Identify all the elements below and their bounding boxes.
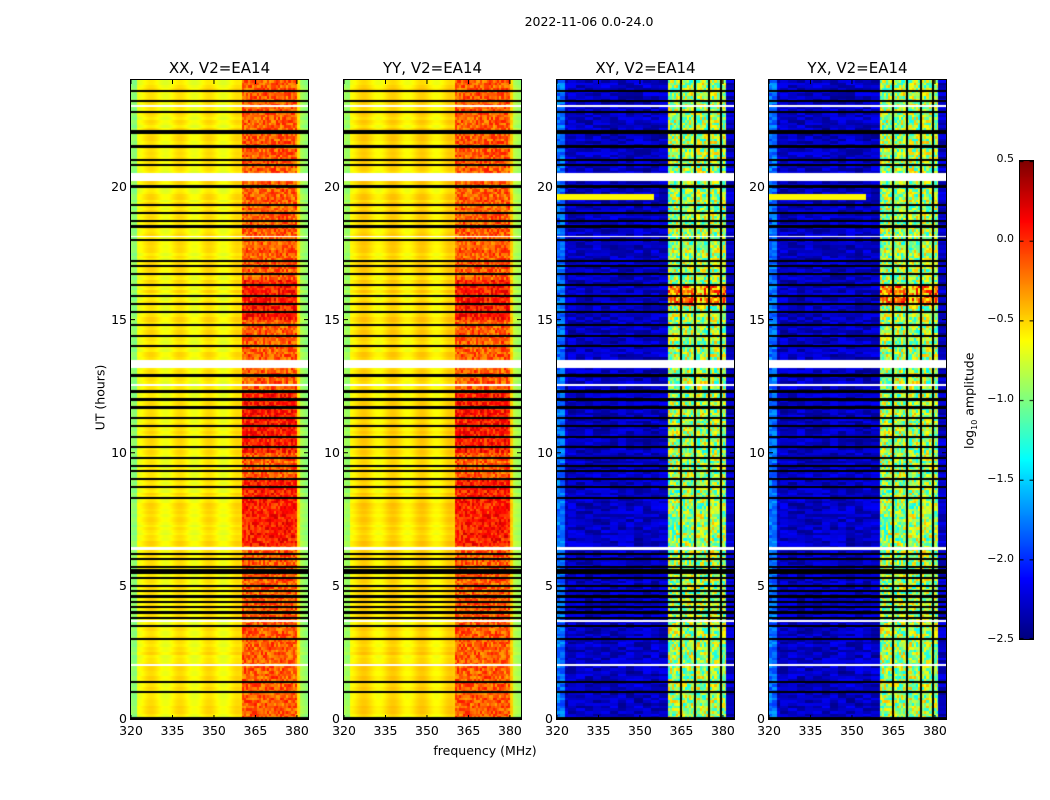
colorbar-tick-label: −0.5 — [987, 312, 1014, 325]
y-tick-label: 15 — [537, 311, 553, 327]
heatmap-panel-yx — [768, 79, 947, 720]
y-axis-label: UT (hours) — [92, 364, 108, 431]
y-tick-label: 20 — [749, 178, 765, 194]
colorbar — [1019, 160, 1034, 640]
heatmap-image — [344, 80, 521, 719]
x-tick-label: 365 — [669, 723, 694, 738]
colorbar-tick-label: −2.5 — [987, 632, 1014, 645]
axes-frame — [768, 79, 947, 720]
y-tick-label: 0 — [119, 711, 127, 726]
colorbar-tick-label: −2.0 — [987, 552, 1014, 565]
axes-border — [130, 79, 309, 720]
y-tick-label: 10 — [111, 444, 127, 460]
heatmap-image — [769, 80, 946, 719]
panel-title-xx: XX, V2=EA14 — [168, 59, 271, 77]
x-tick-label: 380 — [498, 723, 522, 738]
y-tick-label: 15 — [749, 311, 765, 327]
panel-title-xy: XY, V2=EA14 — [595, 59, 696, 77]
x-tick-label: 335 — [798, 723, 823, 738]
x-tick-label: 350 — [202, 723, 226, 738]
y-tick-label: 5 — [119, 577, 127, 593]
x-tick-label: 365 — [881, 723, 906, 738]
y-tick-label: 15 — [111, 311, 127, 327]
colorbar-tick-label: 0.5 — [996, 152, 1015, 165]
x-tick-label: 320 — [545, 723, 569, 738]
colorbar-label: log10 amplitude — [961, 336, 979, 466]
x-tick-label: 350 — [415, 723, 439, 738]
panel-title-yx: YX, V2=EA14 — [807, 59, 908, 77]
y-tick-label: 10 — [537, 444, 553, 460]
x-tick-label: 320 — [119, 723, 143, 738]
y-tick-label: 5 — [757, 577, 765, 593]
x-tick-label: 320 — [332, 723, 356, 738]
heatmap-panel-xy — [556, 79, 735, 720]
x-tick-label: 365 — [456, 723, 481, 738]
axes-frame — [556, 79, 735, 720]
axes-frame — [130, 79, 309, 720]
heatmap-panel-yy — [343, 79, 522, 720]
y-tick-label: 15 — [324, 311, 340, 327]
y-tick-label: 0 — [545, 711, 553, 726]
heatmap-image — [131, 80, 308, 719]
colorbar-label-sub: 10 — [969, 419, 979, 430]
x-tick-label: 335 — [373, 723, 398, 738]
x-tick-label: 350 — [840, 723, 864, 738]
y-tick-label: 0 — [332, 711, 340, 726]
axes-border — [556, 79, 735, 720]
axes-frame — [343, 79, 522, 720]
x-tick-label: 350 — [628, 723, 652, 738]
colorbar-tick-label: 0.0 — [996, 232, 1015, 245]
figure-title: 2022-11-06 0.0-24.0 — [524, 14, 654, 29]
colorbar-label-log: log — [961, 429, 977, 449]
axes-border — [768, 79, 947, 720]
heatmap-image — [557, 80, 734, 719]
x-tick-label: 320 — [757, 723, 781, 738]
y-tick-label: 5 — [332, 577, 340, 593]
y-tick-label: 20 — [324, 178, 340, 194]
y-tick-label: 20 — [111, 178, 127, 194]
y-tick-label: 20 — [537, 178, 553, 194]
y-tick-label: 10 — [324, 444, 340, 460]
y-tick-label: 5 — [545, 577, 553, 593]
x-axis-label: frequency (MHz) — [433, 743, 537, 758]
colorbar-tick-label: −1.0 — [987, 392, 1014, 405]
colorbar-tick-label: −1.5 — [987, 472, 1014, 485]
x-tick-label: 380 — [285, 723, 309, 738]
y-tick-label: 0 — [757, 711, 765, 726]
x-tick-label: 365 — [243, 723, 268, 738]
x-tick-label: 335 — [586, 723, 611, 738]
heatmap-panel-xx — [130, 79, 309, 720]
x-tick-label: 380 — [711, 723, 735, 738]
y-tick-label: 10 — [749, 444, 765, 460]
x-tick-label: 380 — [923, 723, 947, 738]
colorbar-label-rest: amplitude — [961, 352, 977, 420]
panel-title-yy: YY, V2=EA14 — [382, 59, 483, 77]
axes-border — [343, 79, 522, 720]
x-tick-label: 335 — [160, 723, 185, 738]
